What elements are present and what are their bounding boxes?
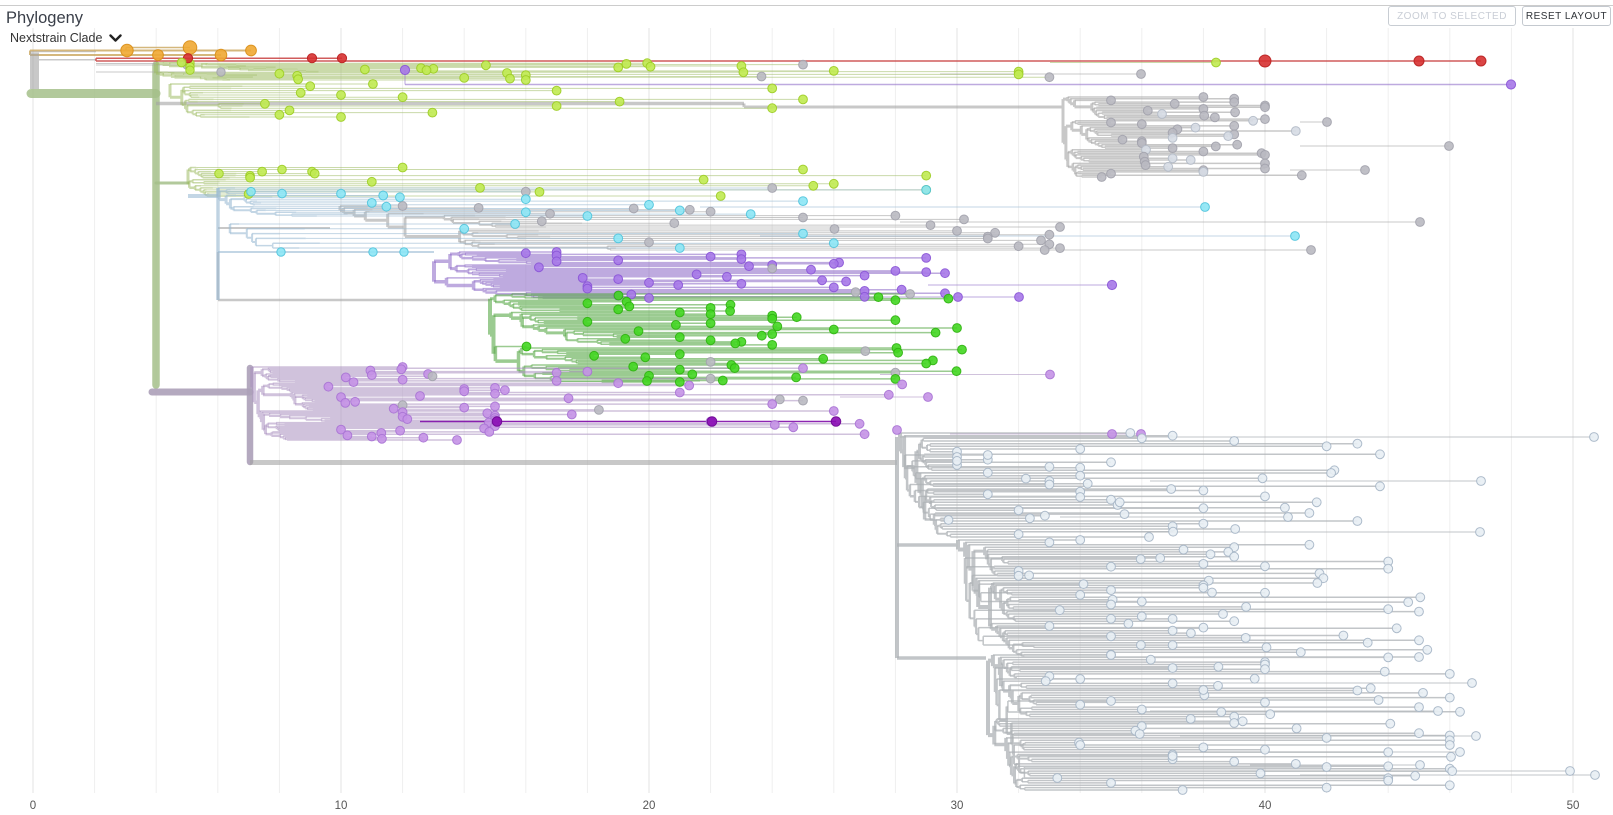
svg-text:10: 10: [335, 800, 348, 812]
svg-text:30: 30: [951, 800, 964, 812]
svg-text:40: 40: [1259, 800, 1272, 812]
svg-text:0: 0: [30, 800, 36, 812]
svg-text:50: 50: [1567, 800, 1580, 812]
svg-text:20: 20: [643, 800, 656, 812]
